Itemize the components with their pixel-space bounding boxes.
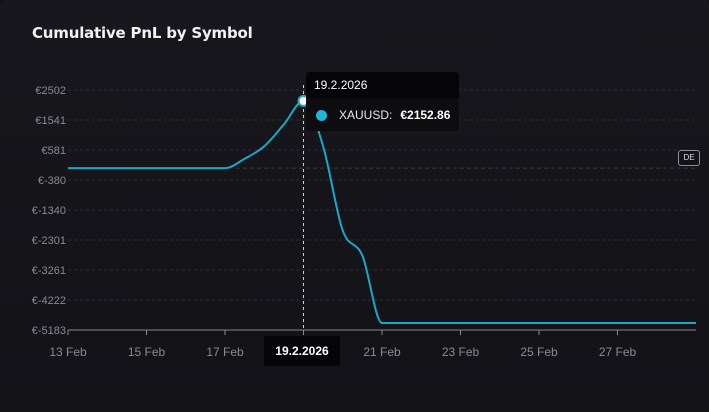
x-tick-label: 17 Feb <box>206 345 244 359</box>
y-tick-label: €581 <box>42 145 66 157</box>
chart-title: Cumulative PnL by Symbol <box>32 24 253 42</box>
y-tick-label: €-1340 <box>32 205 66 217</box>
series-line-xauusd <box>68 99 696 325</box>
crosshair-x-label: 19.2.2026 <box>264 336 340 366</box>
x-tick-label: 15 Feb <box>128 345 166 359</box>
tooltip-value: €2152.86 <box>400 108 451 122</box>
x-tick-label: 23 Feb <box>442 345 480 359</box>
locale-badge[interactable]: DE <box>678 150 700 166</box>
tooltip-date: 19.2.2026 <box>306 72 459 98</box>
y-tick-label: €2502 <box>35 85 66 97</box>
tooltip-row: XAUUSD: €2152.86 <box>316 108 450 122</box>
y-tick-label: €-5183 <box>32 325 66 337</box>
tooltip-symbol: XAUUSD: <box>339 108 393 122</box>
y-tick-label: €-4222 <box>32 295 66 307</box>
hover-tooltip: 19.2.2026 XAUUSD: €2152.86 <box>306 72 459 131</box>
x-tick-label: 25 Feb <box>520 345 558 359</box>
x-tick-label: 27 Feb <box>599 345 637 359</box>
y-tick-label: €-380 <box>38 175 66 187</box>
y-tick-label: €-3261 <box>32 265 66 277</box>
y-tick-label: €1541 <box>35 115 66 127</box>
x-tick-label: 21 Feb <box>363 345 401 359</box>
x-tick-label: 13 Feb <box>49 345 87 359</box>
y-tick-label: €-2301 <box>32 235 66 247</box>
series-color-dot <box>316 109 327 121</box>
